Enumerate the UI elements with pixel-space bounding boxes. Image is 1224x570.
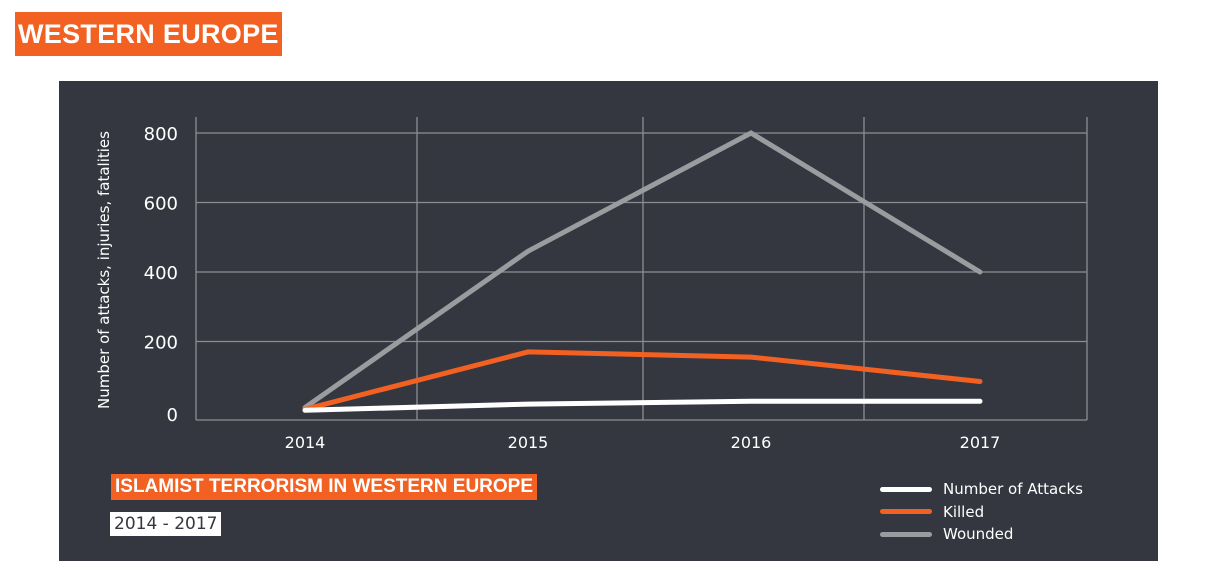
- legend-item-killed: Killed: [880, 501, 1083, 524]
- x-tick-label: 2017: [960, 433, 1001, 452]
- chart-subtitle: 2014 - 2017: [110, 512, 222, 536]
- legend-item-wounded: Wounded: [880, 523, 1083, 546]
- y-axis-label: Number of attacks, injuries, fatalities: [95, 131, 113, 409]
- y-tick-label: 0: [167, 405, 178, 426]
- series-line-number-of-attacks: [302, 398, 983, 413]
- legend-swatch-wounded: [880, 531, 932, 537]
- page-title: WESTERN EUROPE: [15, 12, 282, 56]
- x-tick-label: 2015: [508, 433, 549, 452]
- x-tick-label: 2014: [285, 433, 326, 452]
- series-line-wounded: [302, 130, 983, 410]
- legend-label: Number of Attacks: [943, 480, 1083, 499]
- chart-grid: [195, 117, 1088, 421]
- series-line-killed: [302, 349, 983, 412]
- legend-swatch-attacks: [880, 486, 932, 492]
- y-tick-label: 800: [144, 124, 178, 145]
- legend-item-attacks: Number of Attacks: [880, 478, 1083, 501]
- legend-swatch-killed: [880, 509, 932, 515]
- axis-ticks: 0 200 400 600 800 2014 2015 2016 2017: [144, 124, 1001, 452]
- y-tick-label: 200: [144, 333, 178, 354]
- x-tick-label: 2016: [731, 433, 772, 452]
- y-tick-label: 400: [144, 263, 178, 284]
- legend-label: Killed: [943, 502, 985, 521]
- chart-series: [302, 130, 983, 413]
- chart-title: ISLAMIST TERRORISM IN WESTERN EUROPE: [111, 474, 538, 500]
- chart-legend: Number of Attacks Killed Wounded: [880, 478, 1083, 546]
- legend-label: Wounded: [943, 525, 1014, 544]
- y-tick-label: 600: [144, 194, 178, 215]
